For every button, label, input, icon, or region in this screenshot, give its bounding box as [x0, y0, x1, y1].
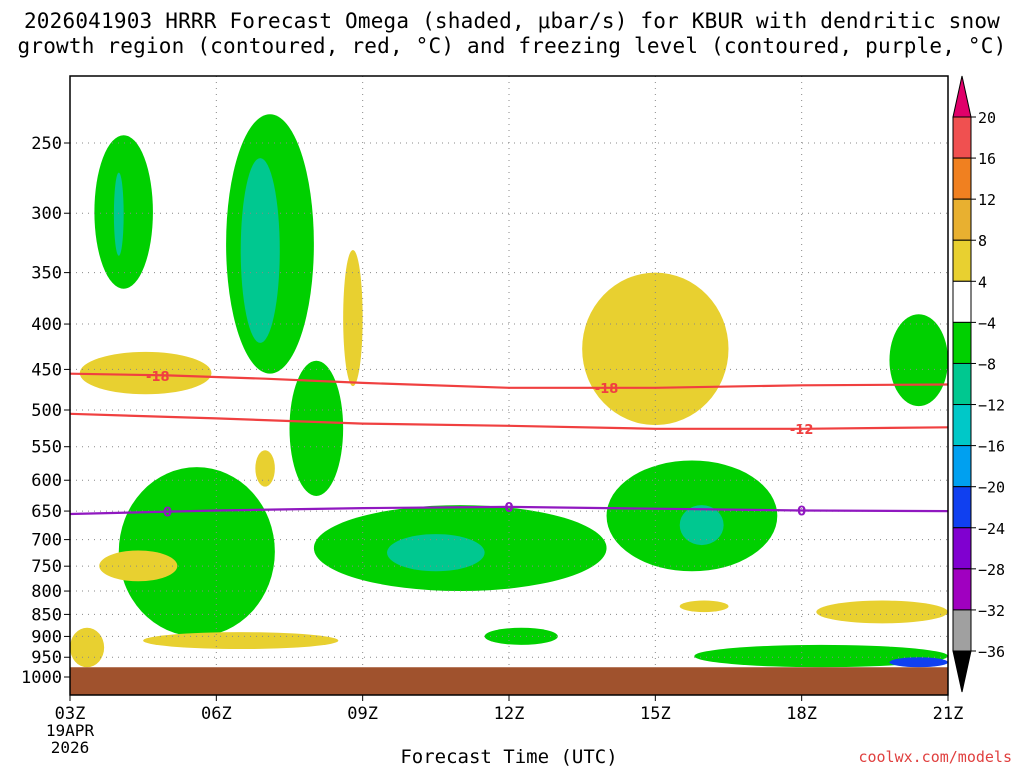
- omega-region: [143, 632, 339, 650]
- x-tick-label: 09Z: [347, 704, 378, 724]
- colorbar-label: −12: [978, 397, 1005, 415]
- colorbar-swatch: [952, 404, 972, 447]
- colorbar-label: −4: [978, 314, 996, 332]
- omega-region: [387, 534, 485, 572]
- colorbar-label: −24: [978, 520, 1005, 538]
- colorbar-swatch: [952, 321, 972, 364]
- omega-region: [679, 600, 729, 613]
- contour-line: [70, 372, 948, 389]
- y-tick-label: 650: [31, 502, 62, 522]
- colorbar-swatch: [952, 116, 972, 159]
- colorbar-swatch: [952, 568, 972, 611]
- colorbar-top-arrow: [952, 75, 972, 118]
- x-tick-label: 12Z: [494, 704, 525, 724]
- chart-title-line1: 2026041903 HRRR Forecast Omega (shaded, …: [23, 9, 1001, 33]
- omega-region: [816, 600, 948, 624]
- y-tick-label: 950: [31, 648, 62, 668]
- x-tick-label: 06Z: [201, 704, 232, 724]
- omega-region: [240, 158, 280, 343]
- colorbar-label: 12: [978, 191, 996, 209]
- x-tick-label: 21Z: [933, 704, 964, 724]
- colorbar-swatch: [952, 280, 972, 323]
- x-tick-label: 03Z: [55, 704, 86, 724]
- contour-line: [70, 412, 948, 430]
- colorbar-label: −8: [978, 355, 996, 373]
- colorbar-swatch: [952, 198, 972, 241]
- omega-region: [94, 135, 153, 289]
- y-tick-label: 700: [31, 531, 62, 551]
- omega-region: [889, 314, 948, 407]
- colorbar-swatch: [952, 239, 972, 282]
- colorbar-swatch: [952, 486, 972, 529]
- colorbar-label: 20: [978, 109, 996, 127]
- ground-terrain: [70, 667, 948, 695]
- colorbar-swatch: [952, 445, 972, 488]
- x-tick-label: 15Z: [640, 704, 671, 724]
- y-tick-label: 750: [31, 557, 62, 577]
- y-tick-label: 800: [31, 582, 62, 602]
- y-tick-label: 1000: [21, 668, 62, 688]
- omega-region: [113, 172, 124, 256]
- y-tick-label: 850: [31, 605, 62, 625]
- colorbar-label: 16: [978, 150, 996, 168]
- omega-region: [679, 505, 724, 546]
- y-tick-label: 600: [31, 471, 62, 491]
- omega-region: [694, 644, 948, 668]
- chart-title-line2: growth region (contoured, red, °C) and f…: [17, 34, 1007, 58]
- colorbar-swatch: [952, 157, 972, 200]
- colorbar-label: −16: [978, 438, 1005, 456]
- y-tick-label: 500: [31, 401, 62, 421]
- colorbar-swatch: [952, 527, 972, 570]
- contour-label: 0: [504, 501, 513, 516]
- omega-region: [99, 550, 178, 582]
- y-tick-label: 900: [31, 627, 62, 647]
- omega-region: [70, 627, 105, 668]
- colorbar-swatch: [952, 362, 972, 406]
- colorbar-label: −20: [978, 479, 1005, 497]
- contour-label: 0: [797, 504, 806, 519]
- colorbar-label: −36: [978, 643, 1005, 661]
- x-tick-sublabel: 19APR: [46, 721, 95, 740]
- colorbar-label: −28: [978, 561, 1005, 579]
- y-tick-label: 550: [31, 438, 62, 458]
- x-axis-label: Forecast Time (UTC): [400, 746, 618, 768]
- colorbar-bottom-arrow: [952, 650, 972, 693]
- contour-label: -18: [146, 370, 170, 385]
- y-tick-label: 350: [31, 264, 62, 284]
- contour-label: 0: [163, 506, 172, 521]
- omega-region: [289, 360, 344, 496]
- y-tick-label: 400: [31, 315, 62, 335]
- contour-label: -12: [790, 423, 814, 438]
- omega-region: [582, 272, 729, 426]
- x-tick-label: 18Z: [786, 704, 817, 724]
- watermark: coolwx.com/models: [858, 748, 1012, 766]
- y-tick-label: 250: [31, 134, 62, 154]
- omega-region: [484, 627, 558, 645]
- omega-region: [255, 450, 275, 487]
- colorbar-label: 4: [978, 273, 987, 291]
- colorbar-label: −32: [978, 602, 1005, 620]
- y-tick-label: 300: [31, 204, 62, 224]
- contour-label: -18: [595, 382, 619, 397]
- omega-region: [79, 351, 212, 395]
- x-tick-sublabel: 2026: [51, 738, 90, 757]
- omega-region: [343, 249, 363, 387]
- contour-line: [70, 505, 948, 516]
- y-tick-label: 450: [31, 360, 62, 380]
- colorbar-swatch: [952, 609, 972, 652]
- colorbar-label: 8: [978, 232, 987, 250]
- omega-region: [889, 657, 948, 668]
